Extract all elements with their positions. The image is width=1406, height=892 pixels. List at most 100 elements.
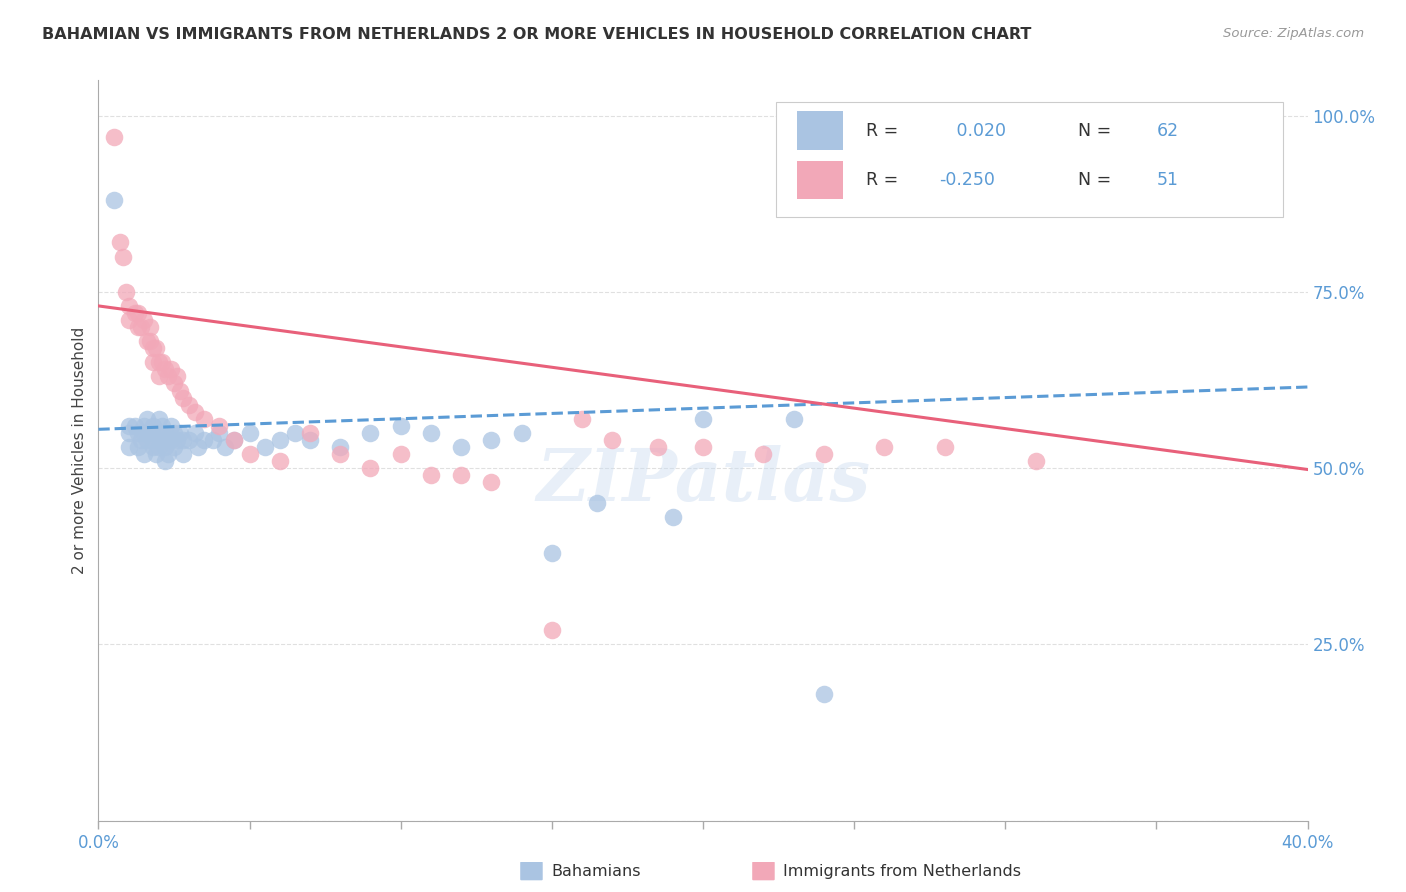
Point — [127, 440, 149, 454]
Point — [481, 433, 503, 447]
Point — [145, 447, 167, 461]
Point — [179, 398, 201, 412]
Point — [124, 306, 146, 320]
Text: ZIPatlas: ZIPatlas — [536, 444, 870, 516]
Point — [156, 433, 179, 447]
Point — [150, 433, 173, 447]
Point — [142, 440, 165, 454]
Point — [692, 411, 714, 425]
Point — [360, 461, 382, 475]
Point — [813, 447, 835, 461]
Point — [202, 433, 225, 447]
Point — [172, 391, 194, 405]
Point — [184, 405, 207, 419]
Point — [224, 433, 246, 447]
Point — [420, 468, 443, 483]
Point — [142, 355, 165, 369]
Text: R =: R = — [866, 171, 904, 189]
Point — [224, 433, 246, 447]
Point — [103, 193, 125, 207]
Point — [450, 468, 472, 483]
Point — [329, 447, 352, 461]
Point — [540, 624, 562, 638]
Point — [329, 440, 352, 454]
Point — [129, 433, 152, 447]
Text: Bahamians: Bahamians — [551, 864, 641, 879]
Point — [156, 369, 179, 384]
Text: Source: ZipAtlas.com: Source: ZipAtlas.com — [1223, 27, 1364, 40]
Point — [269, 454, 291, 468]
Point — [299, 433, 322, 447]
Point — [193, 411, 215, 425]
Point — [127, 320, 149, 334]
Point — [602, 433, 624, 447]
Point — [752, 447, 775, 461]
Point — [118, 418, 141, 433]
Point — [127, 306, 149, 320]
FancyBboxPatch shape — [797, 161, 844, 200]
Point — [148, 440, 170, 454]
Point — [129, 320, 152, 334]
Point — [118, 299, 141, 313]
Point — [153, 362, 176, 376]
Point — [934, 440, 956, 454]
Text: 0.020: 0.020 — [950, 121, 1005, 140]
Point — [153, 425, 176, 440]
Point — [783, 411, 806, 425]
Point — [118, 313, 141, 327]
Point — [148, 355, 170, 369]
Point — [214, 440, 236, 454]
Point — [269, 433, 291, 447]
Point — [132, 418, 155, 433]
Point — [111, 250, 134, 264]
Point — [148, 411, 170, 425]
FancyBboxPatch shape — [520, 862, 543, 880]
Point — [692, 440, 714, 454]
FancyBboxPatch shape — [797, 112, 844, 150]
Text: 62: 62 — [1157, 121, 1178, 140]
FancyBboxPatch shape — [776, 103, 1284, 218]
Point — [873, 440, 896, 454]
Text: BAHAMIAN VS IMMIGRANTS FROM NETHERLANDS 2 OR MORE VEHICLES IN HOUSEHOLD CORRELAT: BAHAMIAN VS IMMIGRANTS FROM NETHERLANDS … — [42, 27, 1032, 42]
Point — [420, 425, 443, 440]
Point — [139, 425, 162, 440]
Point — [481, 475, 503, 490]
Y-axis label: 2 or more Vehicles in Household: 2 or more Vehicles in Household — [72, 326, 87, 574]
Point — [299, 425, 322, 440]
Point — [253, 440, 276, 454]
Point — [163, 376, 186, 391]
Point — [166, 369, 188, 384]
Text: N =: N = — [1078, 171, 1116, 189]
Point — [169, 384, 191, 398]
Point — [163, 425, 186, 440]
Point — [132, 447, 155, 461]
Point — [166, 433, 188, 447]
Point — [510, 425, 533, 440]
Point — [135, 433, 157, 447]
Point — [127, 425, 149, 440]
Point — [139, 320, 162, 334]
Point — [135, 411, 157, 425]
Point — [193, 433, 215, 447]
Point — [239, 447, 262, 461]
Point — [208, 418, 231, 433]
Point — [114, 285, 136, 299]
Point — [208, 425, 231, 440]
Point — [148, 425, 170, 440]
Point — [389, 447, 412, 461]
Point — [139, 334, 162, 348]
Point — [169, 425, 191, 440]
Point — [153, 440, 176, 454]
Point — [156, 447, 179, 461]
Point — [239, 425, 262, 440]
Point — [145, 341, 167, 355]
Point — [108, 235, 131, 250]
Point — [813, 687, 835, 701]
Point — [586, 496, 609, 510]
Point — [160, 362, 183, 376]
Point — [118, 440, 141, 454]
Point — [150, 355, 173, 369]
Point — [163, 440, 186, 454]
Text: R =: R = — [866, 121, 904, 140]
Point — [172, 447, 194, 461]
